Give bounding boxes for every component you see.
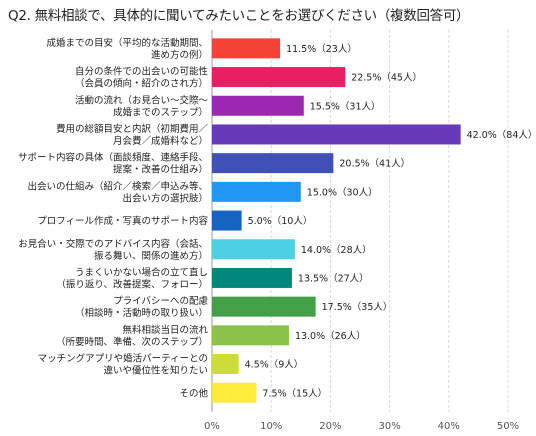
data-label: 42.0%（84人） xyxy=(467,129,536,141)
x-tick-label: 50% xyxy=(497,421,519,432)
bar xyxy=(212,153,334,174)
data-label: 13.5%（27人） xyxy=(298,272,369,284)
bar xyxy=(212,325,289,346)
category-label: 出会いの仕組み（紹介／検索／申込み等、出会い方の選択肢） xyxy=(27,180,208,204)
bars xyxy=(212,38,461,403)
bar xyxy=(212,267,292,288)
category-label: マッチングアプリや婚活パーティーとの違いや優位性を知りたい xyxy=(38,353,208,377)
bar xyxy=(212,95,304,116)
category-label: 成婚までの目安（平均的な活動期間、進め方の例） xyxy=(46,37,208,61)
data-label: 5.0%（10人） xyxy=(248,215,313,227)
bar xyxy=(212,124,461,145)
x-tick-label: 40% xyxy=(438,421,460,432)
bar xyxy=(212,181,301,202)
bar xyxy=(212,382,257,403)
data-label: 15.5%（31人） xyxy=(310,100,381,112)
x-tick-label: 30% xyxy=(378,421,400,432)
data-label: 11.5%（23人） xyxy=(286,43,357,55)
data-label: 20.5%（41人） xyxy=(339,158,410,170)
category-label: サポート内容の具体（面談頻度、連絡手段、提案・改善の仕組み） xyxy=(18,152,208,176)
data-label: 7.5%（15人） xyxy=(262,387,327,399)
category-label: プロフィール作成・写真のサポート内容 xyxy=(37,215,208,227)
category-label: うまくいかない場合の立て直し（振り返り、改善提案、フォロー） xyxy=(56,266,208,290)
data-label: 14.0%（28人） xyxy=(301,244,372,256)
category-labels: 成婚までの目安（平均的な活動期間、進め方の例） 自分の条件での出会いの可能性（会員… xyxy=(18,37,209,399)
data-label: 13.0%（26人） xyxy=(295,330,366,342)
data-label: 15.0%（30人） xyxy=(307,186,378,198)
bar xyxy=(212,38,281,59)
category-label: お見合い・交際でのアドバイス内容（会話、振る舞い、関係の進め方） xyxy=(18,238,208,262)
category-label: その他 xyxy=(179,387,208,399)
value-labels: 11.5%（23人） 22.5%（45人） 15.5%（31人） 42.0%（84人）… xyxy=(245,43,536,399)
x-tick-label: 10% xyxy=(260,421,282,432)
chart-title: Q2. 無料相談で、具体的に聞いてみたいことをお選びください（複数回答可） xyxy=(8,8,470,24)
bar xyxy=(212,239,295,260)
category-label: プライバシーへの配慮（相談時・活動時の取り扱い） xyxy=(75,295,209,319)
x-axis: 0% 10% 20% 30% 40% 50% xyxy=(204,421,519,432)
category-label: 自分の条件での出会いの可能性（会員の傾向・紹介のされ方） xyxy=(75,66,209,90)
x-tick-label: 20% xyxy=(319,421,341,432)
category-label: 活動の流れ（お見合い〜交際〜成婚までのステップ） xyxy=(75,94,209,118)
x-tick-label: 0% xyxy=(204,421,220,432)
data-label: 4.5%（9人） xyxy=(245,359,304,371)
bar xyxy=(212,296,316,317)
category-label: 費用の総額目安と内訳（初期費用／月会費／成婚料など） xyxy=(56,123,209,147)
data-label: 22.5%（45人） xyxy=(351,72,422,84)
bar xyxy=(212,354,239,375)
bar xyxy=(212,67,346,88)
bar xyxy=(212,210,242,231)
data-label: 17.5%（35人） xyxy=(322,301,393,313)
category-label: 無料相談当日の流れ（所要時間、準備、次のステップ） xyxy=(56,324,209,348)
